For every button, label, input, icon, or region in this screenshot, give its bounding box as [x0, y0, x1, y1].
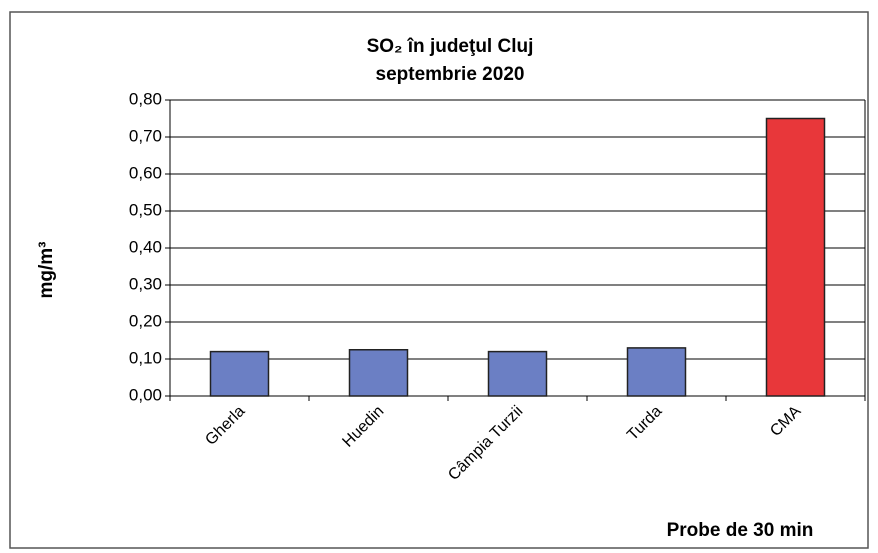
y-tick-label: 0,60: [129, 163, 162, 182]
bar: [348, 349, 409, 397]
y-tick-label: 0,10: [129, 348, 162, 367]
bar: [765, 117, 826, 397]
y-tick-label: 0,50: [129, 200, 162, 219]
y-tick-label: 0,70: [129, 126, 162, 145]
chart-subtitle: septembrie 2020: [376, 64, 525, 85]
chart-title: SO₂ în judeţul Cluj: [367, 36, 534, 57]
bar: [487, 350, 548, 397]
y-tick-label: 0,80: [129, 89, 162, 108]
bar: [626, 347, 687, 397]
y-axis-title: mg/m³: [36, 242, 57, 299]
bar: [209, 350, 270, 397]
y-tick-label: 0,00: [129, 385, 162, 404]
chart-frame: [9, 11, 869, 549]
x-axis-title: Probe de 30 min: [667, 520, 814, 541]
y-tick-label: 0,20: [129, 311, 162, 330]
y-tick-label: 0,30: [129, 274, 162, 293]
y-tick-label: 0,40: [129, 237, 162, 256]
